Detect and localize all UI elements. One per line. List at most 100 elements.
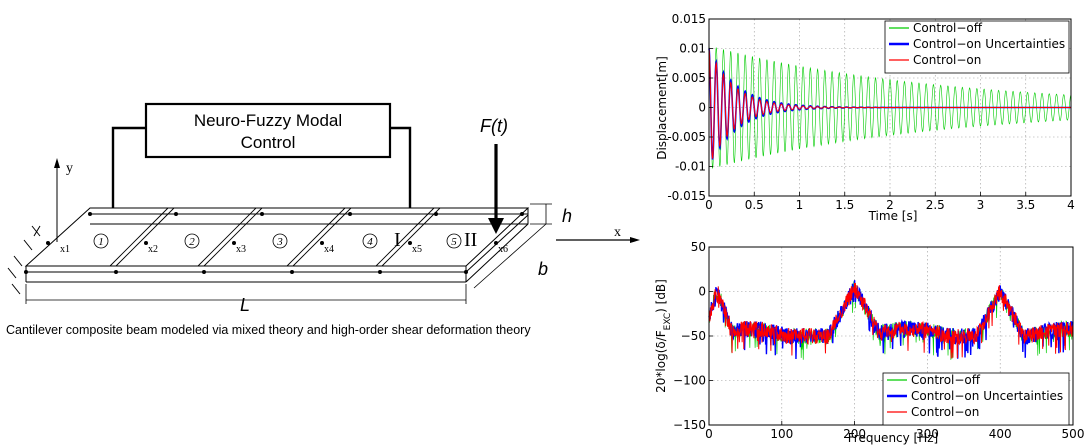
beam-node-dot (464, 270, 468, 274)
element-label: 1 (98, 236, 104, 248)
freq-ytick-label: 0 (698, 285, 706, 299)
element-label: 3 (276, 236, 283, 248)
time-legend-entry: Control−on Uncertainties (913, 37, 1065, 51)
width-label: b (538, 259, 548, 279)
element-circle (446, 233, 462, 249)
time-xtick-label: 2.5 (926, 198, 945, 212)
time-response-chart: 0 0.5 1 1.5 2 2.5 3 3.5 4 0.015 0.01 0.005 0 -0.005 -0… (655, 12, 1075, 223)
beam-node-dot (260, 212, 264, 216)
beam-node-dot (174, 212, 178, 216)
freq-xtick-label: 300 (916, 427, 939, 441)
controller-label-line2: Control (241, 133, 296, 152)
b-dim-line (473, 223, 547, 289)
time-xtick-label: 1 (796, 198, 804, 212)
beam-node-dot (348, 212, 352, 216)
element-circle (184, 233, 200, 249)
freq-xtick-label: 400 (989, 427, 1012, 441)
time-xtick-label: 4 (1067, 198, 1075, 212)
time-ytick-label: 0.005 (672, 71, 706, 85)
element-label: 2 (189, 236, 195, 248)
freq-chart-ylabel: 20*log(δ/FEXC) [dB] (654, 279, 673, 393)
freq-chart-legend: Control−off Control−on Uncertainties Contr… (882, 372, 1070, 426)
sensor-wire (111, 126, 146, 241)
x-axis-arrowhead (630, 237, 640, 243)
element-dividers (109, 207, 441, 267)
freq-ytick-label: −50 (681, 329, 706, 343)
time-xtick-label: 1.5 (835, 198, 854, 212)
length-label: L (240, 295, 250, 315)
y-axis-label: y (66, 161, 73, 176)
beam-node-dot (46, 241, 50, 245)
section-mark-2: II (464, 229, 477, 251)
element-circle (93, 233, 109, 249)
time-ytick-label: -0.015 (667, 189, 706, 203)
element-label: 5 (451, 236, 457, 248)
beam-node-dot (202, 270, 206, 274)
node-label: x2 (148, 244, 158, 255)
beam-node-dots (24, 212, 524, 274)
freq-chart-xlabel: Frequency [Hz] (848, 431, 939, 445)
element-circle (272, 233, 288, 249)
beam-node-dot (24, 270, 28, 274)
force-arrowhead (488, 218, 504, 234)
freq-legend-entry: Control−on Uncertainties (911, 389, 1063, 403)
node-label: x1 (60, 244, 70, 255)
time-series-line (708, 45, 1072, 169)
actuator-wire (390, 126, 412, 241)
time-xtick-label: 2 (886, 198, 894, 212)
freq-xtick-label: 0 (705, 427, 713, 441)
force-label: F(t) (480, 116, 508, 136)
time-xtick-label: 3.5 (1016, 198, 1035, 212)
freq-xtick-label: 200 (843, 427, 866, 441)
time-series-line (708, 48, 1071, 159)
x-axis-label: x (614, 225, 621, 240)
node-labels: x1 x2 x3 x4 x5 x6 (60, 244, 508, 255)
figure-caption: Cantilever composite beam modeled via mi… (6, 323, 531, 337)
time-chart-ylabel: Displacement[m] (655, 56, 669, 160)
element-label: 4 (367, 236, 373, 248)
element-circle (362, 233, 378, 249)
beam-node-dot (494, 241, 498, 245)
beam-diagram: Neuro-Fuzzy Modal Control 1 2 3 4 5 x1 x2 x 3 x4… (7, 102, 640, 315)
y-axis-arrowhead (54, 158, 60, 168)
freq-ytick-label: 50 (691, 240, 706, 254)
beam-node-dot (408, 241, 412, 245)
element-labels: 1 2 3 4 5 (93, 233, 462, 249)
time-chart-ticks: 0 0.5 1 1.5 2 2.5 3 3.5 4 0.015 0.01 0.005 0 -0.005 -0… (667, 12, 1075, 212)
time-ytick-label: -0.005 (667, 130, 706, 144)
beam-node-dot (114, 270, 118, 274)
time-chart-xlabel: Time [s] (868, 209, 918, 223)
controller-label-line1: Neuro-Fuzzy Modal (194, 111, 342, 130)
time-xtick-label: 0 (705, 198, 713, 212)
time-xtick-label: 3 (977, 198, 985, 212)
clamp-hatching (7, 225, 41, 295)
freq-series-line (708, 280, 1074, 360)
time-ytick-label: 0.01 (679, 42, 706, 56)
freq-xtick-label: 100 (770, 427, 793, 441)
node-label: x6 (498, 244, 508, 255)
beam-node-dot (520, 212, 524, 216)
time-chart-legend: Control−off Control−on Uncertainties Contr… (884, 20, 1070, 74)
freq-ytick-label: −100 (673, 374, 706, 388)
time-ytick-label: 0 (698, 101, 706, 115)
node-label: x4 (324, 244, 334, 255)
beam-node-dot (320, 241, 324, 245)
freq-legend-entry: Control−on (911, 405, 979, 419)
controller-box (144, 102, 392, 159)
section-mark-1: I (394, 229, 401, 251)
freq-series-line (708, 283, 1074, 359)
beam-node-dot (290, 270, 294, 274)
time-legend-entry: Control−on (913, 53, 981, 67)
beam-node-dot (434, 212, 438, 216)
beam-node-dot (144, 241, 148, 245)
time-legend-entry: Control−off (913, 21, 983, 35)
freq-chart-series (708, 280, 1074, 360)
freq-legend-entry: Control−off (911, 373, 981, 387)
beam-node-dot (378, 270, 382, 274)
freq-ytick-label: −150 (673, 418, 706, 432)
time-legend-box (884, 20, 1070, 74)
time-ytick-label: -0.01 (675, 160, 706, 174)
